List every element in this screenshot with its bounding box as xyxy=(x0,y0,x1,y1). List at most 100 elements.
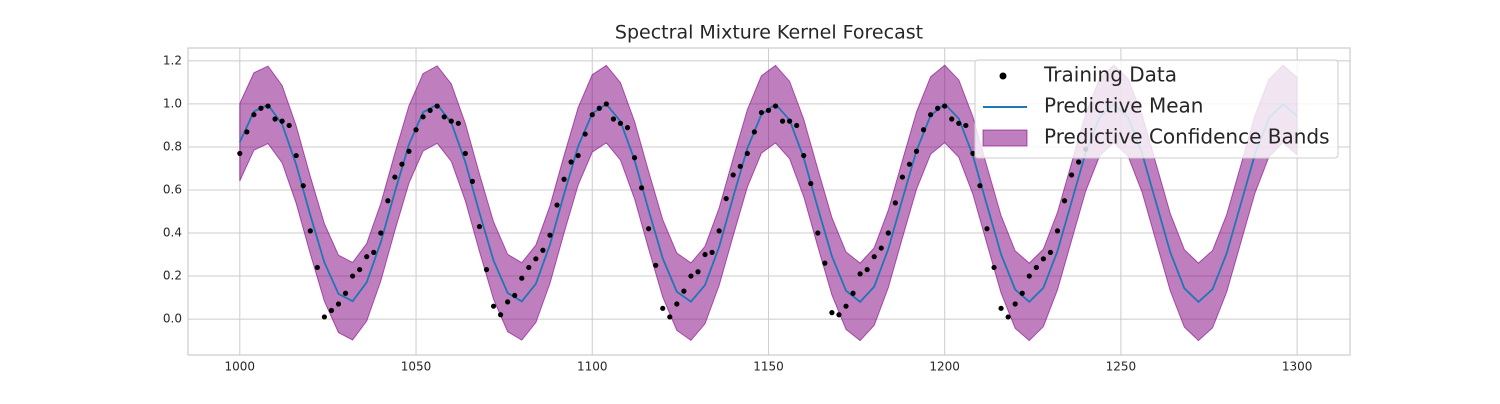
legend-label: Predictive Confidence Bands xyxy=(1044,125,1330,149)
data-point xyxy=(244,129,250,135)
data-point xyxy=(998,305,1004,311)
data-point xyxy=(378,230,384,236)
data-point xyxy=(1047,249,1054,255)
data-point xyxy=(1068,172,1075,178)
data-point xyxy=(737,163,743,169)
data-point xyxy=(1054,228,1061,234)
data-point xyxy=(836,312,842,318)
data-point xyxy=(843,303,849,309)
data-point xyxy=(1019,290,1025,296)
data-point xyxy=(1076,159,1082,165)
data-point xyxy=(984,226,990,232)
data-point xyxy=(483,266,490,273)
data-point xyxy=(681,288,687,294)
y-tick-label: 1.2 xyxy=(163,53,182,67)
data-point xyxy=(702,251,708,258)
data-point xyxy=(300,183,306,189)
data-point xyxy=(864,266,870,273)
data-point xyxy=(321,314,327,320)
data-point xyxy=(279,118,285,124)
data-point xyxy=(935,105,941,111)
y-tick-label: 0.4 xyxy=(163,226,182,240)
data-point xyxy=(892,200,898,206)
data-point xyxy=(801,152,807,159)
data-point xyxy=(808,180,814,187)
data-point xyxy=(850,290,856,296)
x-tick-label: 1200 xyxy=(929,360,960,374)
data-point xyxy=(787,118,793,124)
data-point xyxy=(371,249,377,255)
data-point xyxy=(991,264,997,271)
data-point xyxy=(349,273,356,279)
data-point xyxy=(575,152,581,159)
data-point xyxy=(942,103,948,109)
data-point xyxy=(554,202,560,208)
data-point xyxy=(822,260,828,266)
data-point xyxy=(420,114,426,120)
data-point xyxy=(286,122,292,129)
data-point xyxy=(667,314,673,320)
data-point xyxy=(272,116,278,122)
data-point xyxy=(920,127,927,133)
data-point xyxy=(857,271,863,277)
legend: Training Data Predictive Mean Predictive C… xyxy=(974,59,1339,159)
data-point xyxy=(1012,301,1018,307)
data-point xyxy=(399,161,405,167)
y-tick-label: 0.0 xyxy=(163,312,182,326)
data-point xyxy=(392,174,398,180)
data-point xyxy=(878,245,884,251)
data-point xyxy=(956,120,962,126)
data-point xyxy=(406,148,412,154)
data-point xyxy=(342,290,349,296)
data-point xyxy=(899,174,905,180)
data-point xyxy=(265,103,271,109)
data-point xyxy=(744,150,750,157)
data-point xyxy=(624,125,631,131)
data-point xyxy=(385,198,391,204)
legend-label: Predictive Mean xyxy=(1044,94,1203,118)
data-point xyxy=(970,150,976,157)
data-point xyxy=(589,112,595,118)
x-tick-label: 1300 xyxy=(1282,360,1313,374)
x-tick-label: 1000 xyxy=(225,360,256,374)
data-point xyxy=(307,228,313,234)
legend-marker xyxy=(999,72,1007,80)
data-point xyxy=(772,103,779,109)
data-point xyxy=(871,254,877,260)
data-point xyxy=(519,275,525,281)
data-point xyxy=(490,303,497,309)
data-point xyxy=(533,256,539,262)
y-tick-label: 0.8 xyxy=(163,139,182,153)
data-point xyxy=(674,301,680,307)
data-point xyxy=(1061,198,1068,204)
data-point xyxy=(610,116,616,122)
data-point xyxy=(469,178,476,184)
data-point xyxy=(646,226,652,232)
data-point xyxy=(631,155,638,161)
data-point xyxy=(505,299,511,305)
data-point xyxy=(660,305,666,311)
data-point xyxy=(258,105,264,111)
legend-marker xyxy=(982,129,1028,147)
data-point xyxy=(328,307,335,314)
data-point xyxy=(568,159,574,165)
data-point xyxy=(927,112,934,118)
data-point xyxy=(476,223,483,230)
data-point xyxy=(709,249,715,255)
data-point xyxy=(716,228,722,234)
data-point xyxy=(561,176,567,182)
data-point xyxy=(758,109,765,116)
data-point xyxy=(638,185,645,191)
data-point xyxy=(963,122,969,129)
data-point xyxy=(794,122,800,129)
data-point xyxy=(1033,264,1039,271)
data-point xyxy=(730,172,736,178)
data-point xyxy=(829,310,835,316)
data-point xyxy=(723,195,729,202)
chart-title: Spectral Mixture Kernel Forecast xyxy=(615,22,923,44)
data-point xyxy=(441,114,447,120)
data-point xyxy=(688,273,694,279)
data-point xyxy=(526,264,532,271)
